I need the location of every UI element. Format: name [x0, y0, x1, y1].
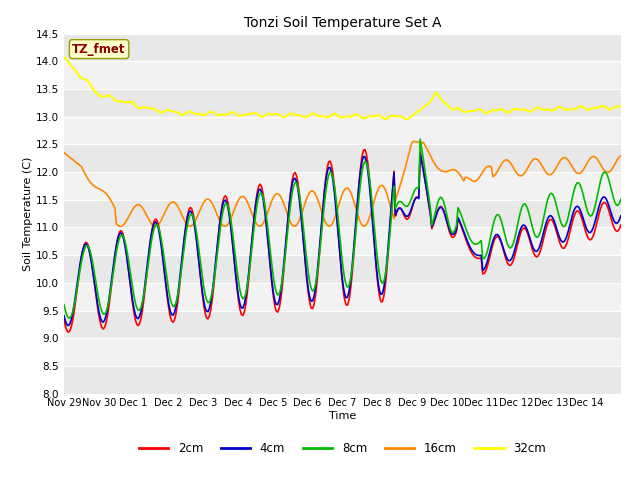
4cm: [348, 266, 356, 272]
Text: TZ_fmet: TZ_fmet: [72, 43, 126, 56]
Bar: [64, 255, 621, 283]
4cm: [617, 213, 625, 219]
8cm: [616, 201, 623, 206]
32cm: [403, 117, 411, 122]
Bar: [64, 172, 621, 200]
Y-axis label: Soil Temperature (C): Soil Temperature (C): [23, 156, 33, 271]
2cm: [617, 222, 625, 228]
2cm: [616, 226, 623, 232]
16cm: [543, 170, 550, 176]
4cm: [98, 318, 106, 324]
Line: 32cm: 32cm: [64, 58, 621, 120]
8cm: [81, 247, 88, 252]
Bar: [64, 117, 621, 144]
Bar: [64, 200, 621, 228]
8cm: [98, 309, 106, 314]
32cm: [79, 76, 87, 82]
2cm: [60, 317, 68, 323]
Line: 2cm: 2cm: [64, 150, 621, 332]
2cm: [81, 241, 88, 247]
16cm: [616, 154, 623, 160]
16cm: [97, 187, 104, 192]
32cm: [458, 108, 466, 114]
2cm: [543, 224, 550, 229]
Bar: [64, 61, 621, 89]
8cm: [348, 268, 356, 274]
2cm: [98, 324, 106, 330]
8cm: [417, 136, 424, 142]
Bar: [64, 34, 621, 61]
8cm: [543, 201, 550, 206]
8cm: [60, 302, 68, 308]
4cm: [60, 313, 68, 319]
2cm: [460, 230, 468, 236]
4cm: [417, 150, 424, 156]
Bar: [64, 338, 621, 366]
Bar: [64, 283, 621, 311]
16cm: [60, 150, 68, 156]
8cm: [617, 197, 625, 203]
Bar: [64, 89, 621, 117]
32cm: [60, 55, 68, 60]
4cm: [81, 242, 88, 248]
32cm: [541, 107, 549, 112]
32cm: [97, 93, 104, 98]
16cm: [348, 192, 356, 198]
Legend: 2cm, 4cm, 8cm, 16cm, 32cm: 2cm, 4cm, 8cm, 16cm, 32cm: [134, 437, 551, 460]
Bar: [64, 366, 621, 394]
Title: Tonzi Soil Temperature Set A: Tonzi Soil Temperature Set A: [244, 16, 441, 30]
16cm: [460, 178, 468, 184]
4cm: [616, 217, 623, 223]
Bar: [64, 228, 621, 255]
16cm: [409, 139, 417, 144]
8cm: [66, 315, 74, 321]
16cm: [79, 167, 87, 172]
X-axis label: Time: Time: [329, 411, 356, 421]
4cm: [543, 218, 550, 224]
32cm: [617, 104, 625, 109]
32cm: [346, 114, 354, 120]
32cm: [614, 104, 621, 109]
Bar: [64, 144, 621, 172]
Line: 8cm: 8cm: [64, 139, 621, 318]
4cm: [460, 228, 468, 234]
2cm: [65, 329, 72, 335]
2cm: [361, 147, 369, 153]
Line: 4cm: 4cm: [64, 153, 621, 325]
Line: 16cm: 16cm: [64, 142, 621, 227]
2cm: [348, 274, 356, 280]
16cm: [117, 224, 125, 229]
4cm: [65, 323, 72, 328]
16cm: [617, 153, 625, 158]
Bar: [64, 311, 621, 338]
8cm: [460, 219, 468, 225]
